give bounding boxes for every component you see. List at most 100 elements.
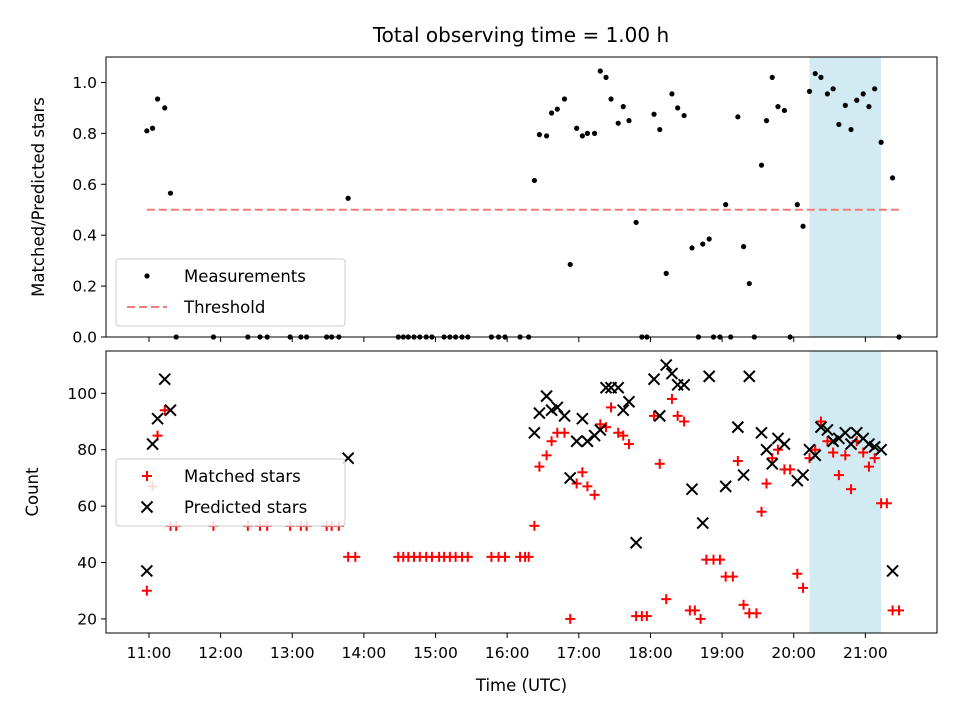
measurement-point bbox=[162, 105, 168, 111]
predicted-star-point bbox=[844, 437, 858, 451]
measurement-point bbox=[626, 118, 632, 124]
matched-star-point bbox=[654, 458, 665, 469]
predicted-star-point bbox=[647, 372, 661, 386]
predicted-star-point bbox=[874, 443, 888, 456]
matched-star-point bbox=[732, 455, 743, 466]
matched-star-point bbox=[500, 551, 511, 562]
ratio-legend: Measurements Threshold bbox=[115, 258, 346, 327]
predicted-star-point bbox=[778, 437, 791, 451]
predicted-star-point bbox=[755, 426, 768, 439]
x-tick-label: 18:00 bbox=[628, 644, 673, 662]
measurement-point bbox=[608, 96, 614, 102]
matched-star-point bbox=[798, 582, 809, 593]
predicted-star-point bbox=[814, 420, 828, 434]
x-tick-label: 19:00 bbox=[700, 644, 745, 662]
measurement-point bbox=[806, 88, 813, 94]
measurement-point bbox=[651, 111, 657, 117]
measurement-point bbox=[769, 74, 775, 80]
legend-predicted-marker bbox=[140, 500, 154, 514]
predicted-star-point bbox=[146, 437, 159, 451]
matched-star-point bbox=[606, 402, 617, 413]
matched-star-point bbox=[582, 481, 593, 492]
predicted-star-point bbox=[617, 404, 630, 417]
ratio-y-tick-label: 0.2 bbox=[72, 278, 97, 296]
figure-title: Total observing time = 1.00 h bbox=[372, 23, 669, 47]
matched-star-point bbox=[534, 461, 545, 472]
matched-star-point bbox=[772, 444, 783, 455]
matched-star-point bbox=[666, 393, 677, 404]
measurement-point bbox=[584, 130, 591, 136]
matched-star-point bbox=[559, 427, 570, 438]
measurement-point bbox=[591, 130, 598, 136]
matched-star-point bbox=[523, 551, 534, 562]
measurement-point bbox=[836, 121, 842, 128]
measurement-point bbox=[878, 139, 884, 145]
count-legend: Matched stars Predicted stars bbox=[115, 458, 346, 527]
matched-star-point bbox=[159, 405, 170, 416]
measurement-point bbox=[579, 133, 585, 139]
predicted-star-point bbox=[570, 435, 583, 448]
matched-star-point bbox=[141, 585, 152, 596]
matched-star-point bbox=[761, 478, 772, 489]
ratio-y-tick-label: 0.4 bbox=[72, 227, 97, 245]
measurement-point bbox=[633, 219, 639, 226]
measurement-point bbox=[681, 112, 687, 119]
measurement-point bbox=[706, 236, 712, 242]
predicted-star-point bbox=[151, 412, 164, 425]
measurement-point bbox=[597, 68, 603, 74]
measurement-point bbox=[345, 195, 351, 201]
predicted-star-point bbox=[886, 564, 899, 578]
predicted-star-point bbox=[665, 367, 679, 380]
count-y-tick-label: 40 bbox=[77, 554, 97, 572]
predicted-star-point bbox=[809, 449, 822, 462]
matched-star-point bbox=[738, 599, 749, 610]
measurement-point bbox=[561, 96, 568, 102]
matched-star-point bbox=[546, 436, 557, 447]
count-panel: 20 40 60 80 100 11:00 12:00 13:00 14:00 15:00 16:0… bbox=[23, 350, 938, 695]
predicted-star-point bbox=[140, 564, 154, 578]
measurement-point bbox=[775, 104, 781, 110]
measurement-point bbox=[574, 125, 580, 131]
measurement-point bbox=[800, 223, 806, 229]
matched-star-point bbox=[828, 447, 839, 458]
legend-threshold-label: Threshold bbox=[183, 298, 265, 317]
matched-star-point bbox=[462, 551, 473, 562]
matched-star-point bbox=[589, 489, 600, 500]
measurement-point bbox=[794, 202, 800, 208]
x-tick-label: 17:00 bbox=[556, 644, 601, 662]
measurement-point bbox=[781, 107, 788, 114]
measurement-point bbox=[167, 190, 174, 196]
measurement-point bbox=[675, 105, 681, 111]
x-tick-label: 20:00 bbox=[771, 644, 816, 662]
count-panel-frame bbox=[105, 350, 938, 634]
count-legend-box bbox=[115, 458, 346, 527]
count-y-tick-label: 60 bbox=[77, 498, 97, 516]
predicted-star-point bbox=[685, 482, 699, 496]
matched-star-point bbox=[833, 470, 844, 481]
matched-star-point bbox=[695, 613, 706, 624]
count-panel-ticks: 20 40 60 80 100 11:00 12:00 13:00 14:00 15:00 16:0… bbox=[67, 385, 887, 662]
measurement-point bbox=[689, 245, 695, 251]
matched-star-point bbox=[751, 608, 762, 619]
predicted-star-point bbox=[839, 426, 852, 439]
predicted-star-point bbox=[821, 423, 834, 437]
ratio-y-tick-label: 0.0 bbox=[72, 329, 97, 347]
predicted-star-point bbox=[164, 404, 177, 417]
measurement-point bbox=[872, 86, 878, 92]
matched-star-point bbox=[881, 498, 892, 509]
count-y-tick-label: 100 bbox=[67, 385, 97, 403]
matched-star-point bbox=[641, 611, 652, 622]
legend-measurements-marker bbox=[144, 273, 150, 279]
ratio-y-tick-label: 0.6 bbox=[72, 176, 97, 194]
predicted-star-point bbox=[558, 409, 571, 423]
predicted-star-point bbox=[743, 370, 756, 383]
matched-star-point bbox=[618, 430, 629, 441]
measurement-point bbox=[149, 125, 156, 131]
matched-star-point bbox=[595, 419, 606, 430]
matched-star-point bbox=[529, 520, 540, 531]
matched-star-point bbox=[840, 450, 851, 461]
matched-star-point bbox=[689, 605, 700, 616]
measurement-point bbox=[824, 91, 830, 97]
matched-star-point bbox=[822, 436, 833, 447]
